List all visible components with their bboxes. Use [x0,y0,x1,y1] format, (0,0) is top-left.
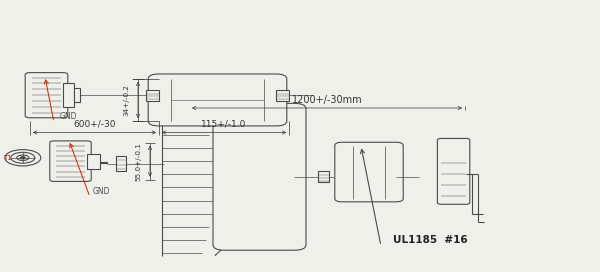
Bar [276,90,289,101]
Circle shape [20,157,25,159]
Text: 1200+/-30mm: 1200+/-30mm [292,95,362,105]
Text: GND: GND [60,112,77,121]
Bar [318,171,329,182]
Bar [100,162,107,163]
FancyBboxPatch shape [213,103,306,250]
FancyBboxPatch shape [25,73,68,118]
Bar [228,159,239,169]
Bar [87,154,100,169]
Bar [74,88,80,102]
Text: GND: GND [93,187,110,196]
Text: 600+/-30: 600+/-30 [73,120,116,129]
FancyBboxPatch shape [437,138,470,204]
Text: 115+/-1.0: 115+/-1.0 [202,120,247,129]
Text: 55.0+/-0.1: 55.0+/-0.1 [135,142,141,181]
Bar [63,83,74,107]
FancyBboxPatch shape [148,74,287,126]
Bar [116,156,126,171]
FancyBboxPatch shape [50,141,91,181]
Bar [146,90,159,101]
Text: T1: T1 [3,155,12,161]
Text: UL1185  #16: UL1185 #16 [393,235,467,245]
FancyBboxPatch shape [335,142,403,202]
Text: 34+/-0.2: 34+/-0.2 [123,84,129,116]
